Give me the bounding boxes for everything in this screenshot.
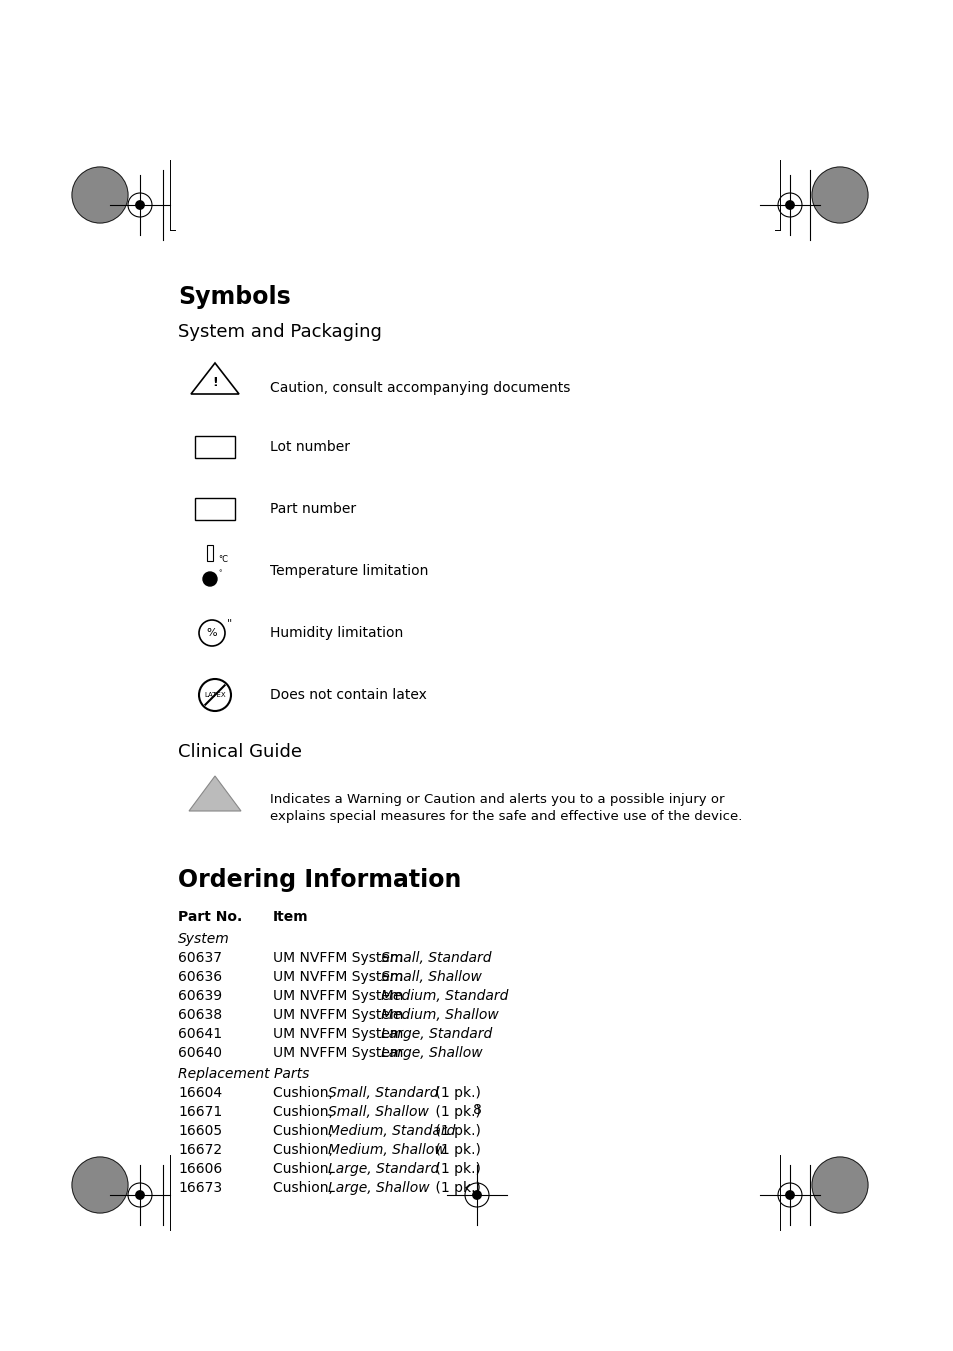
Text: Large, Shallow: Large, Shallow: [380, 1046, 482, 1061]
Text: Clinical Guide: Clinical Guide: [178, 743, 302, 761]
Text: Medium, Shallow: Medium, Shallow: [380, 1008, 498, 1021]
Text: (1 pk.): (1 pk.): [431, 1086, 480, 1100]
Text: 8: 8: [472, 1102, 481, 1117]
Text: Temperature limitation: Temperature limitation: [270, 563, 428, 578]
Text: 16672: 16672: [178, 1143, 222, 1156]
Text: Cushion,: Cushion,: [273, 1162, 337, 1175]
Text: LOT: LOT: [204, 440, 226, 454]
Text: °: °: [218, 570, 221, 576]
Text: UM NVFFM System: UM NVFFM System: [273, 1027, 407, 1042]
Text: UM NVFFM System: UM NVFFM System: [273, 989, 407, 1002]
Text: UM NVFFM System: UM NVFFM System: [273, 951, 407, 965]
Text: Medium, Shallow: Medium, Shallow: [328, 1143, 445, 1156]
Text: Cushion,: Cushion,: [273, 1086, 337, 1100]
Circle shape: [71, 1156, 128, 1213]
Text: 60641: 60641: [178, 1027, 222, 1042]
Text: REF: REF: [204, 503, 226, 516]
FancyBboxPatch shape: [194, 436, 234, 458]
Text: Cushion,: Cushion,: [273, 1143, 337, 1156]
Text: Humidity limitation: Humidity limitation: [270, 626, 403, 640]
Text: Medium, Standard: Medium, Standard: [328, 1124, 455, 1138]
Text: Ordering Information: Ordering Information: [178, 867, 461, 892]
Text: UM NVFFM System: UM NVFFM System: [273, 970, 407, 984]
Text: Indicates a Warning or Caution and alerts you to a possible injury or: Indicates a Warning or Caution and alert…: [270, 793, 723, 807]
Polygon shape: [189, 775, 241, 811]
Text: Lot number: Lot number: [270, 440, 350, 454]
Circle shape: [135, 1190, 144, 1200]
Circle shape: [473, 1190, 480, 1200]
Text: 60640: 60640: [178, 1046, 222, 1061]
Circle shape: [785, 201, 793, 209]
Text: Small, Standard: Small, Standard: [328, 1086, 438, 1100]
Text: 60639: 60639: [178, 989, 222, 1002]
Text: Item: Item: [273, 911, 309, 924]
Circle shape: [135, 201, 144, 209]
Text: 16671: 16671: [178, 1105, 222, 1119]
Circle shape: [785, 1190, 793, 1200]
Text: explains special measures for the safe and effective use of the device.: explains special measures for the safe a…: [270, 811, 741, 823]
Circle shape: [71, 168, 128, 223]
Text: 16604: 16604: [178, 1086, 222, 1100]
Text: Large, Standard: Large, Standard: [328, 1162, 438, 1175]
Text: (1 pk.): (1 pk.): [431, 1162, 480, 1175]
Text: UM NVFFM System: UM NVFFM System: [273, 1046, 407, 1061]
Text: (1 pk.): (1 pk.): [431, 1124, 480, 1138]
Circle shape: [811, 1156, 867, 1213]
Text: Cushion,: Cushion,: [273, 1124, 337, 1138]
Text: System and Packaging: System and Packaging: [178, 323, 381, 340]
Text: Large, Standard: Large, Standard: [380, 1027, 492, 1042]
Text: Small, Standard: Small, Standard: [380, 951, 491, 965]
Text: (1 pk.): (1 pk.): [431, 1105, 480, 1119]
FancyBboxPatch shape: [194, 499, 234, 520]
Text: Caution, consult accompanying documents: Caution, consult accompanying documents: [270, 381, 570, 394]
Text: Large, Shallow: Large, Shallow: [328, 1181, 429, 1196]
Text: Replacement Parts: Replacement Parts: [178, 1067, 309, 1081]
Text: Medium, Standard: Medium, Standard: [380, 989, 508, 1002]
Text: (1 pk.): (1 pk.): [431, 1143, 480, 1156]
Text: LATEX: LATEX: [204, 692, 226, 698]
Text: ": ": [227, 617, 232, 628]
Text: Part number: Part number: [270, 503, 355, 516]
Text: Small, Shallow: Small, Shallow: [380, 970, 481, 984]
Text: System: System: [178, 932, 230, 946]
Text: Cushion,: Cushion,: [273, 1105, 337, 1119]
Text: (1 pk.): (1 pk.): [431, 1181, 480, 1196]
Text: 16606: 16606: [178, 1162, 222, 1175]
Text: Does not contain latex: Does not contain latex: [270, 688, 426, 703]
Text: 60636: 60636: [178, 970, 222, 984]
Text: !: !: [212, 377, 217, 389]
Circle shape: [811, 168, 867, 223]
Text: Cushion,: Cushion,: [273, 1181, 337, 1196]
FancyBboxPatch shape: [207, 544, 213, 561]
Text: Part No.: Part No.: [178, 911, 242, 924]
Circle shape: [203, 571, 216, 586]
Text: Small, Shallow: Small, Shallow: [328, 1105, 429, 1119]
Text: %: %: [207, 628, 217, 638]
Text: 16673: 16673: [178, 1181, 222, 1196]
Text: UM NVFFM System: UM NVFFM System: [273, 1008, 407, 1021]
Text: 60637: 60637: [178, 951, 222, 965]
Text: Symbols: Symbols: [178, 285, 291, 309]
Text: !: !: [212, 792, 218, 807]
Text: 60638: 60638: [178, 1008, 222, 1021]
Text: °C: °C: [218, 554, 228, 563]
Text: 16605: 16605: [178, 1124, 222, 1138]
